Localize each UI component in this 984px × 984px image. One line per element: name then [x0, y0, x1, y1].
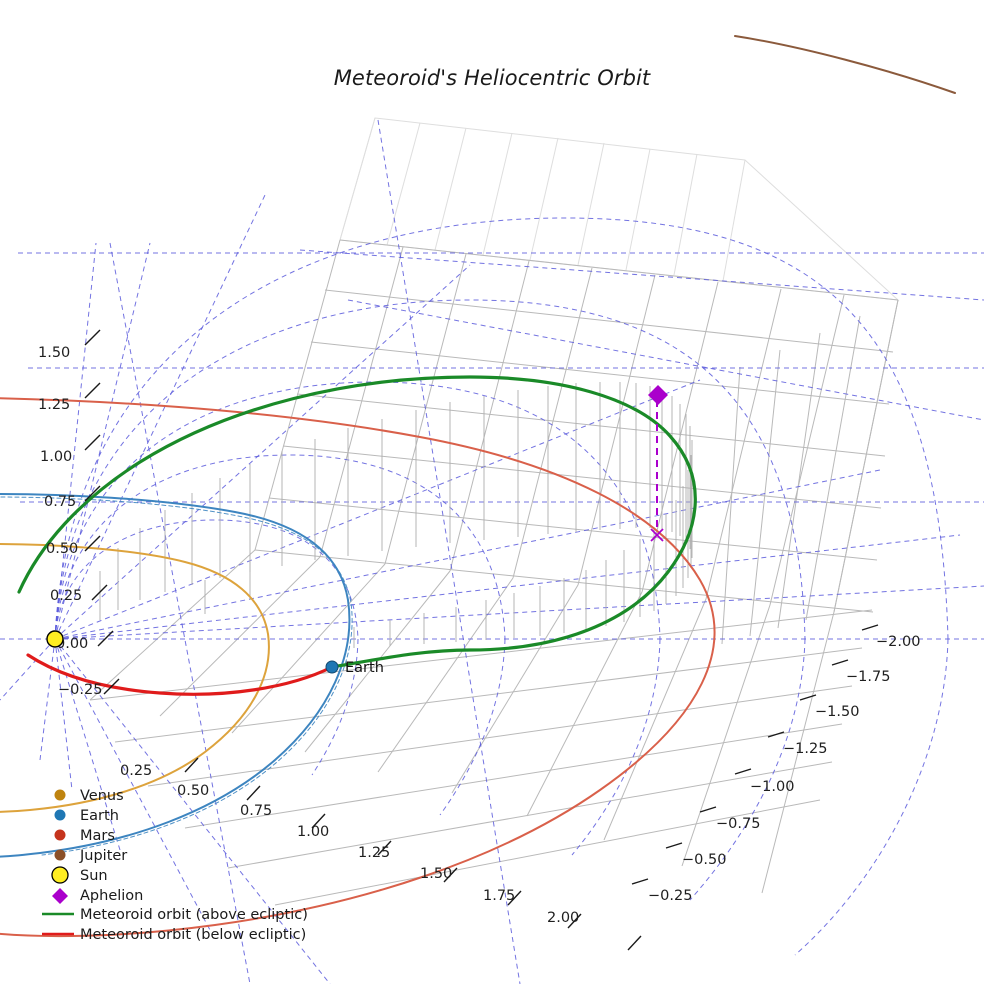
orbit-jupiter: [734, 35, 956, 94]
z-tick-label: 1.00: [40, 449, 72, 465]
x-tick-label: 0.75: [240, 803, 272, 819]
z-tick-label: 0.25: [50, 588, 82, 604]
x-tick-label: 1.50: [420, 866, 452, 882]
y-tick-label: −1.75: [846, 669, 890, 685]
page-title: Meteoroid's Heliocentric Orbit: [333, 66, 651, 90]
y-tick-label: −1.50: [815, 704, 859, 720]
x-tick-label: 1.00: [297, 824, 329, 840]
x-tick-label: 0.50: [177, 783, 209, 799]
pane-top-grid: [339, 117, 900, 301]
z-tick-label: 1.50: [38, 345, 70, 361]
y-tick-label: −1.00: [750, 779, 794, 795]
x-tick-label: 1.75: [483, 888, 515, 904]
legend-label-aphelion: Aphelion: [80, 888, 143, 904]
y-axis-tick-labels: −0.25 −0.50 −0.75 −1.00 −1.25 −1.50 −1.7…: [648, 634, 920, 904]
x-axis-tick-labels: 0.25 0.50 0.75 1.00 1.25 1.50 1.75 2.00: [120, 763, 579, 926]
z-axis-tick-labels: 1.50 1.25 1.00 0.75 0.50 0.25 0.00 −0.25: [38, 345, 102, 698]
legend-label-meteoroid-above: Meteoroid orbit (above ecliptic): [80, 907, 308, 923]
meteoroid-orbit-above-ecliptic: [17, 375, 697, 669]
y-tick-label: −0.50: [682, 852, 726, 868]
legend: Venus Earth Mars Jupiter Sun Aphelion Me…: [42, 788, 308, 943]
x-tick-label: 0.25: [120, 763, 152, 779]
y-tick-label: −1.25: [783, 741, 827, 757]
legend-label-sun: Sun: [80, 868, 108, 884]
z-tick-label: 0.50: [46, 541, 78, 557]
z-tick-label: −0.25: [58, 682, 102, 698]
legend-marker-venus: [54, 789, 66, 801]
legend-marker-jupiter: [54, 849, 66, 861]
legend-label-jupiter: Jupiter: [79, 848, 127, 864]
earth-marker-group: Earth: [325, 660, 384, 676]
orbit-venus: [0, 543, 270, 813]
y-tick-label: −0.25: [648, 888, 692, 904]
sun-marker: [46, 630, 64, 648]
z-tick-label: 1.25: [38, 397, 70, 413]
orbit-earth: [0, 493, 351, 858]
axis-ticks: [84, 329, 879, 951]
aphelion-group: [648, 385, 668, 542]
meteoroid-orbit-below-ecliptic: [26, 653, 334, 696]
earth-marker: [325, 660, 339, 674]
legend-label-venus: Venus: [80, 788, 124, 804]
x-tick-label: 2.00: [547, 910, 579, 926]
legend-marker-aphelion: [52, 888, 68, 904]
z-tick-label: 0.00: [56, 636, 88, 652]
legend-marker-earth: [54, 809, 66, 821]
legend-marker-sun: [51, 866, 69, 884]
pane-right-grid: [721, 299, 899, 645]
orbit-earth-dashed: [0, 496, 353, 856]
orbit-mars: [0, 397, 716, 938]
legend-label-earth: Earth: [80, 808, 119, 824]
legend-label-meteoroid-below: Meteoroid orbit (below ecliptic): [80, 927, 306, 943]
x-tick-label: 1.25: [358, 845, 390, 861]
y-tick-label: −2.00: [876, 634, 920, 650]
pane-floor-grid: [89, 549, 873, 906]
diamond-marker: [648, 385, 668, 405]
z-tick-label: 0.75: [44, 494, 76, 510]
earth-point-label: Earth: [345, 660, 384, 676]
legend-label-mars: Mars: [80, 828, 115, 844]
y-tick-label: −0.75: [716, 816, 760, 832]
x-marker: [650, 528, 664, 542]
polar-reference-grid: [0, 119, 984, 984]
legend-marker-mars: [54, 829, 66, 841]
